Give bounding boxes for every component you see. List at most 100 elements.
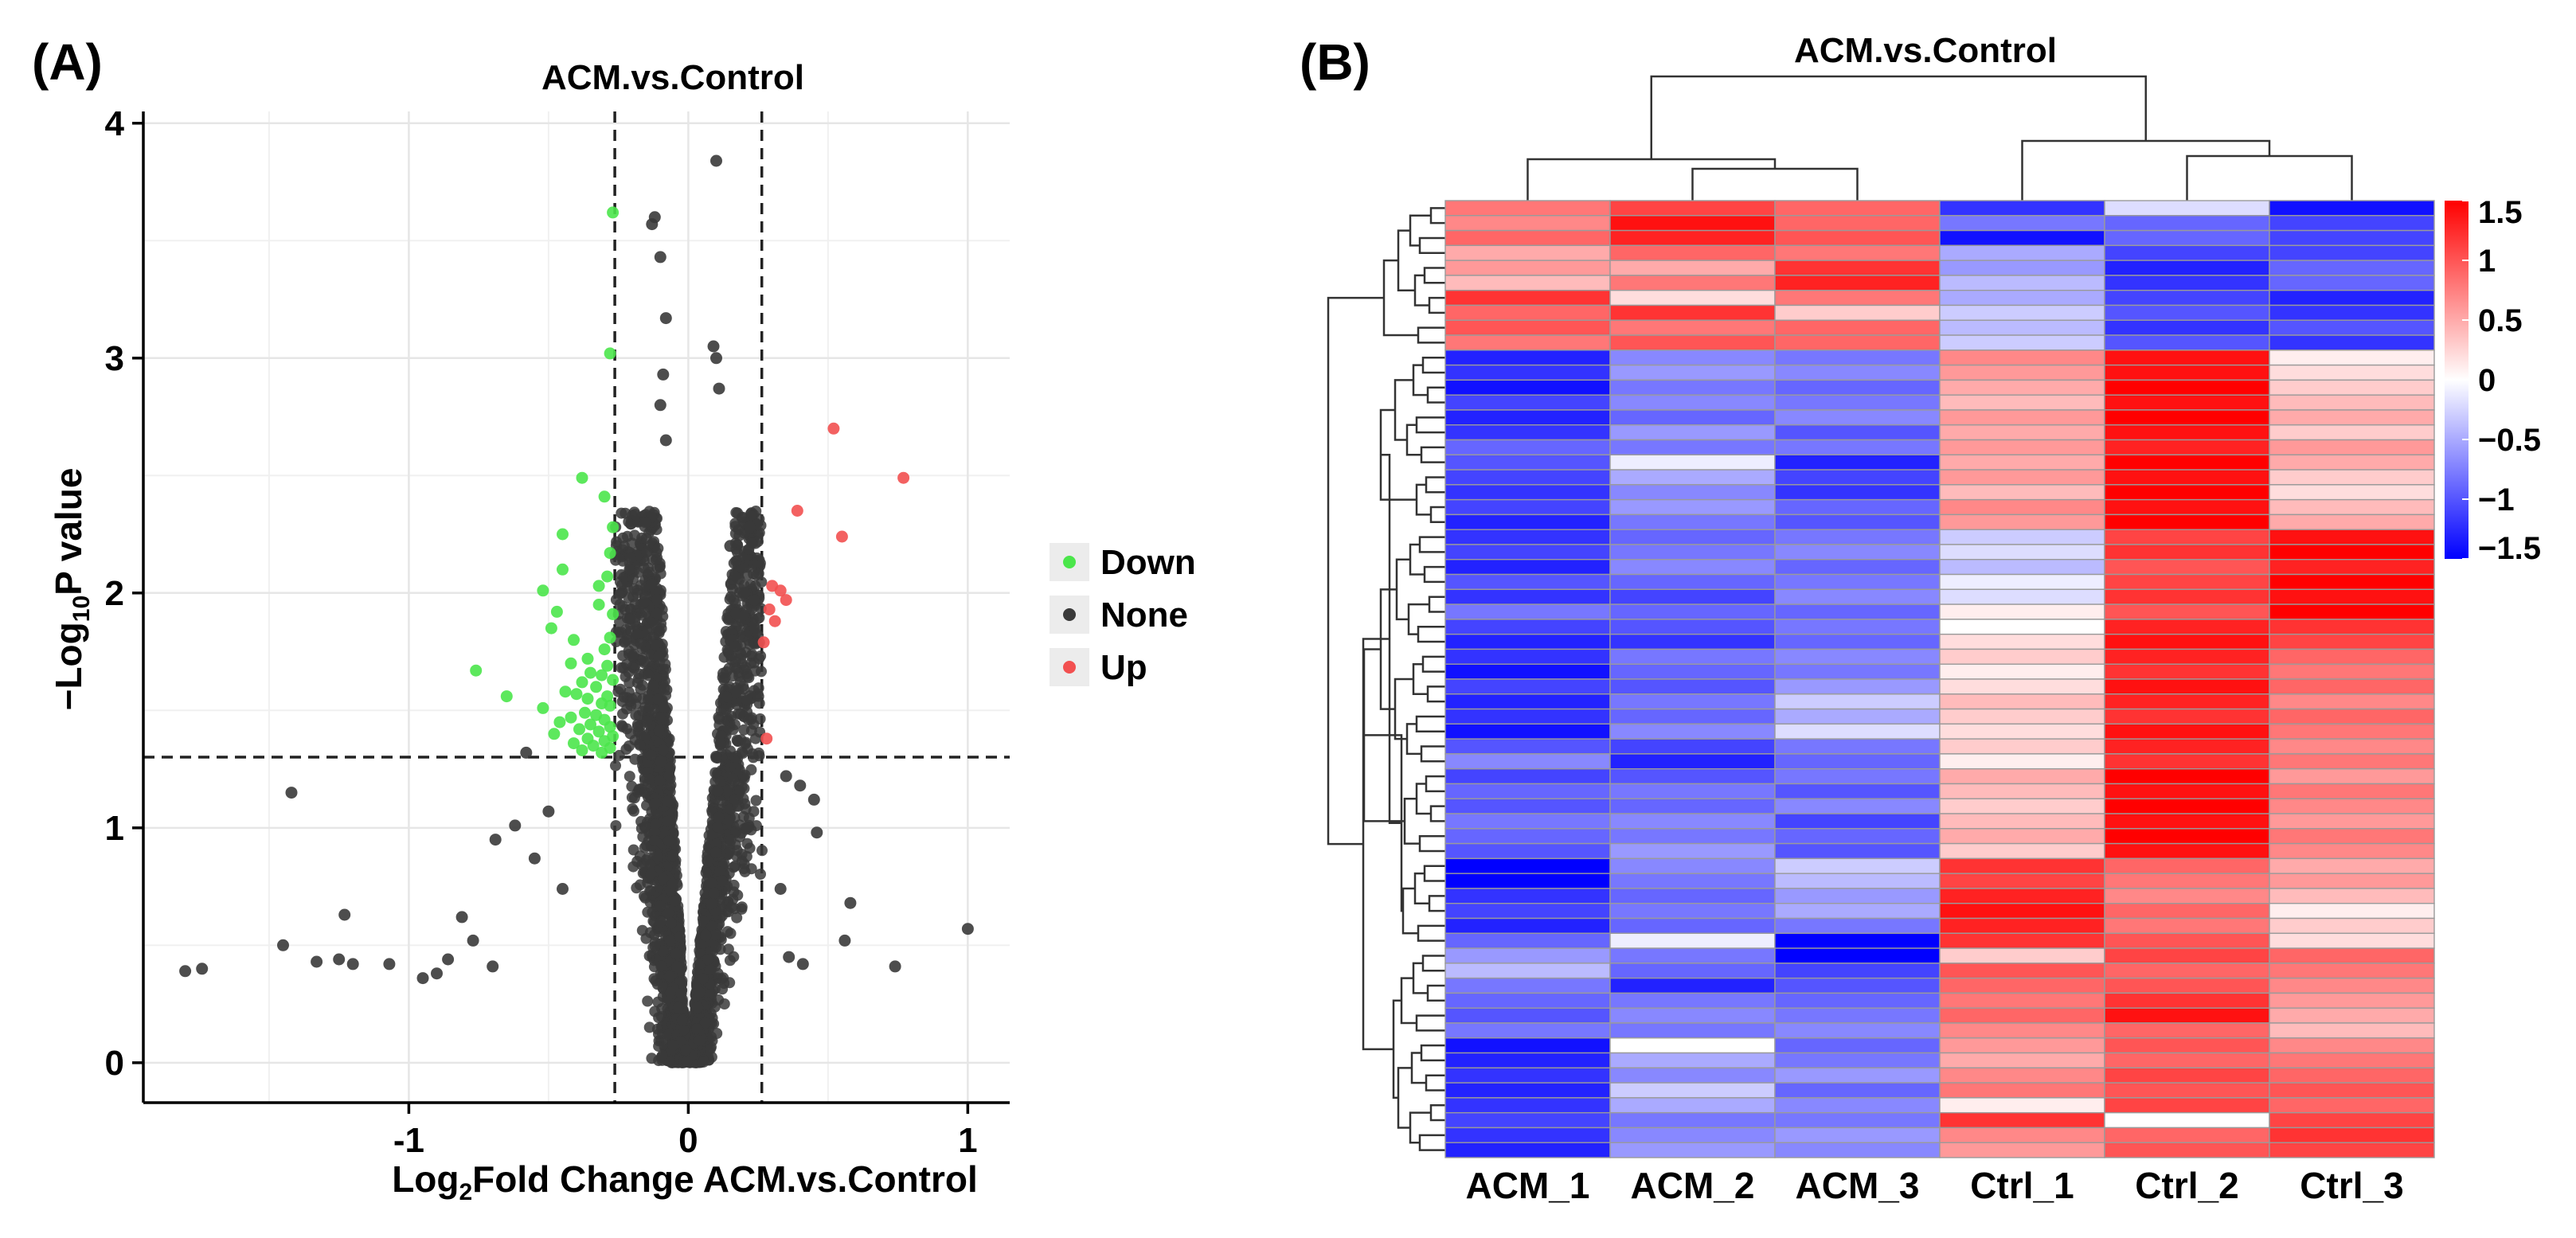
- heatmap-cell: [1609, 1067, 1776, 1084]
- heatmap-cell: [2269, 304, 2435, 321]
- point-down: [565, 657, 577, 670]
- heatmap-cell: [1939, 992, 2105, 1009]
- point-none: [731, 912, 743, 924]
- point-down: [576, 744, 588, 756]
- heatmap-cell: [1939, 813, 2105, 830]
- point-none: [699, 1017, 711, 1029]
- point-down: [607, 521, 620, 533]
- heatmap-cell: [1444, 469, 1611, 486]
- heatmap-cell: [1939, 767, 2105, 785]
- heatmap-cell: [1774, 813, 1941, 830]
- point-up: [827, 422, 840, 435]
- heatmap-cell: [2269, 963, 2435, 979]
- heatmap-cell: [1609, 648, 1776, 665]
- heatmap-cell: [2269, 1111, 2435, 1129]
- point-none: [646, 578, 658, 590]
- point-none: [650, 818, 662, 830]
- point-none: [624, 613, 636, 625]
- point-none: [616, 721, 628, 732]
- heatmap-cell: [2104, 917, 2270, 934]
- heatmap-cell: [1609, 409, 1776, 426]
- heatmap-cell: [2104, 947, 2270, 964]
- point-none: [627, 661, 639, 673]
- point-none: [663, 835, 674, 847]
- point-none: [730, 555, 742, 567]
- heatmap-cell: [2104, 1022, 2270, 1039]
- point-none: [663, 907, 674, 919]
- heatmap-cell: [2104, 469, 2270, 486]
- heatmap-cell: [1444, 1082, 1611, 1099]
- heatmap-cell: [1939, 619, 2105, 635]
- heatmap-cell: [1444, 753, 1611, 770]
- heatmap-cell: [1609, 514, 1776, 530]
- point-none: [729, 607, 741, 619]
- heatmap-column-label: Ctrl_3: [2300, 1165, 2403, 1206]
- heatmap-cell: [2104, 229, 2270, 247]
- heatmap-cell: [1609, 498, 1776, 516]
- point-none: [648, 929, 660, 941]
- heatmap-column-labels: ACM_1 ACM_2 ACM_3 Ctrl_1 Ctrl_2 Ctrl_3: [1466, 1165, 2404, 1206]
- point-none: [650, 553, 662, 565]
- heatmap-cell: [2104, 767, 2270, 785]
- heatmap-cell: [1609, 932, 1776, 949]
- point-none: [725, 591, 737, 603]
- point-none: [665, 917, 677, 929]
- heatmap-cell: [2269, 289, 2435, 307]
- heatmap-cell: [1939, 1022, 2105, 1039]
- point-none: [645, 749, 657, 761]
- point-none: [710, 929, 722, 941]
- heatmap-cell: [1444, 873, 1611, 889]
- heatmap-cell: [2269, 409, 2435, 426]
- row-dendrogram: [1327, 207, 1445, 1151]
- point-none: [520, 746, 533, 759]
- heatmap-cell: [2104, 409, 2270, 426]
- heatmap-cell: [2269, 1127, 2435, 1143]
- heatmap-cell: [1609, 394, 1776, 411]
- point-down: [557, 563, 569, 576]
- heatmap-cell: [2269, 469, 2435, 486]
- heatmap-panel: (B) ACM.vs.Control ACM_1 ACM_2 ACM_3 Ctrl_1…: [1300, 31, 2541, 1206]
- point-none: [383, 958, 396, 970]
- heatmap-cell: [1774, 723, 1941, 740]
- heatmap-cell: [1939, 947, 2105, 964]
- point-none: [710, 154, 722, 167]
- heatmap-cell: [1939, 244, 2105, 261]
- point-none: [694, 986, 706, 998]
- heatmap-cell: [1609, 1022, 1776, 1039]
- point-none: [702, 854, 713, 866]
- point-down: [565, 711, 577, 724]
- heatmap-cell: [2269, 439, 2435, 455]
- heatmap-cell: [1939, 648, 2105, 665]
- point-none: [639, 787, 651, 799]
- heatmap-cell: [1609, 244, 1776, 261]
- heatmap-cell: [2104, 498, 2270, 516]
- heatmap-cell: [2104, 857, 2270, 874]
- heatmap-cell: [1609, 619, 1776, 635]
- point-none: [723, 847, 735, 859]
- point-none: [743, 812, 755, 824]
- heatmap-cell: [1939, 828, 2105, 845]
- point-none: [657, 945, 669, 957]
- heatmap-cell: [1939, 633, 2105, 650]
- point-none: [196, 963, 209, 975]
- point-none: [745, 537, 757, 549]
- heatmap-cell: [1774, 364, 1941, 381]
- heatmap-cell: [1774, 947, 1941, 964]
- heatmap-cell: [1939, 873, 2105, 889]
- heatmap-cell: [2269, 798, 2435, 814]
- point-none: [623, 686, 635, 698]
- point-none: [756, 576, 768, 588]
- point-none: [714, 866, 726, 878]
- point-down: [596, 746, 608, 759]
- point-none: [651, 607, 663, 619]
- point-none: [631, 677, 643, 689]
- point-none: [700, 930, 712, 942]
- point-none: [710, 838, 722, 850]
- point-none: [725, 579, 737, 591]
- heatmap-cell: [2104, 514, 2270, 530]
- heatmap-cell: [2269, 1052, 2435, 1069]
- heatmap-cell: [1939, 932, 2105, 949]
- heatmap-cell: [1609, 992, 1776, 1009]
- point-up: [897, 471, 910, 484]
- heatmap-cell: [1939, 289, 2105, 307]
